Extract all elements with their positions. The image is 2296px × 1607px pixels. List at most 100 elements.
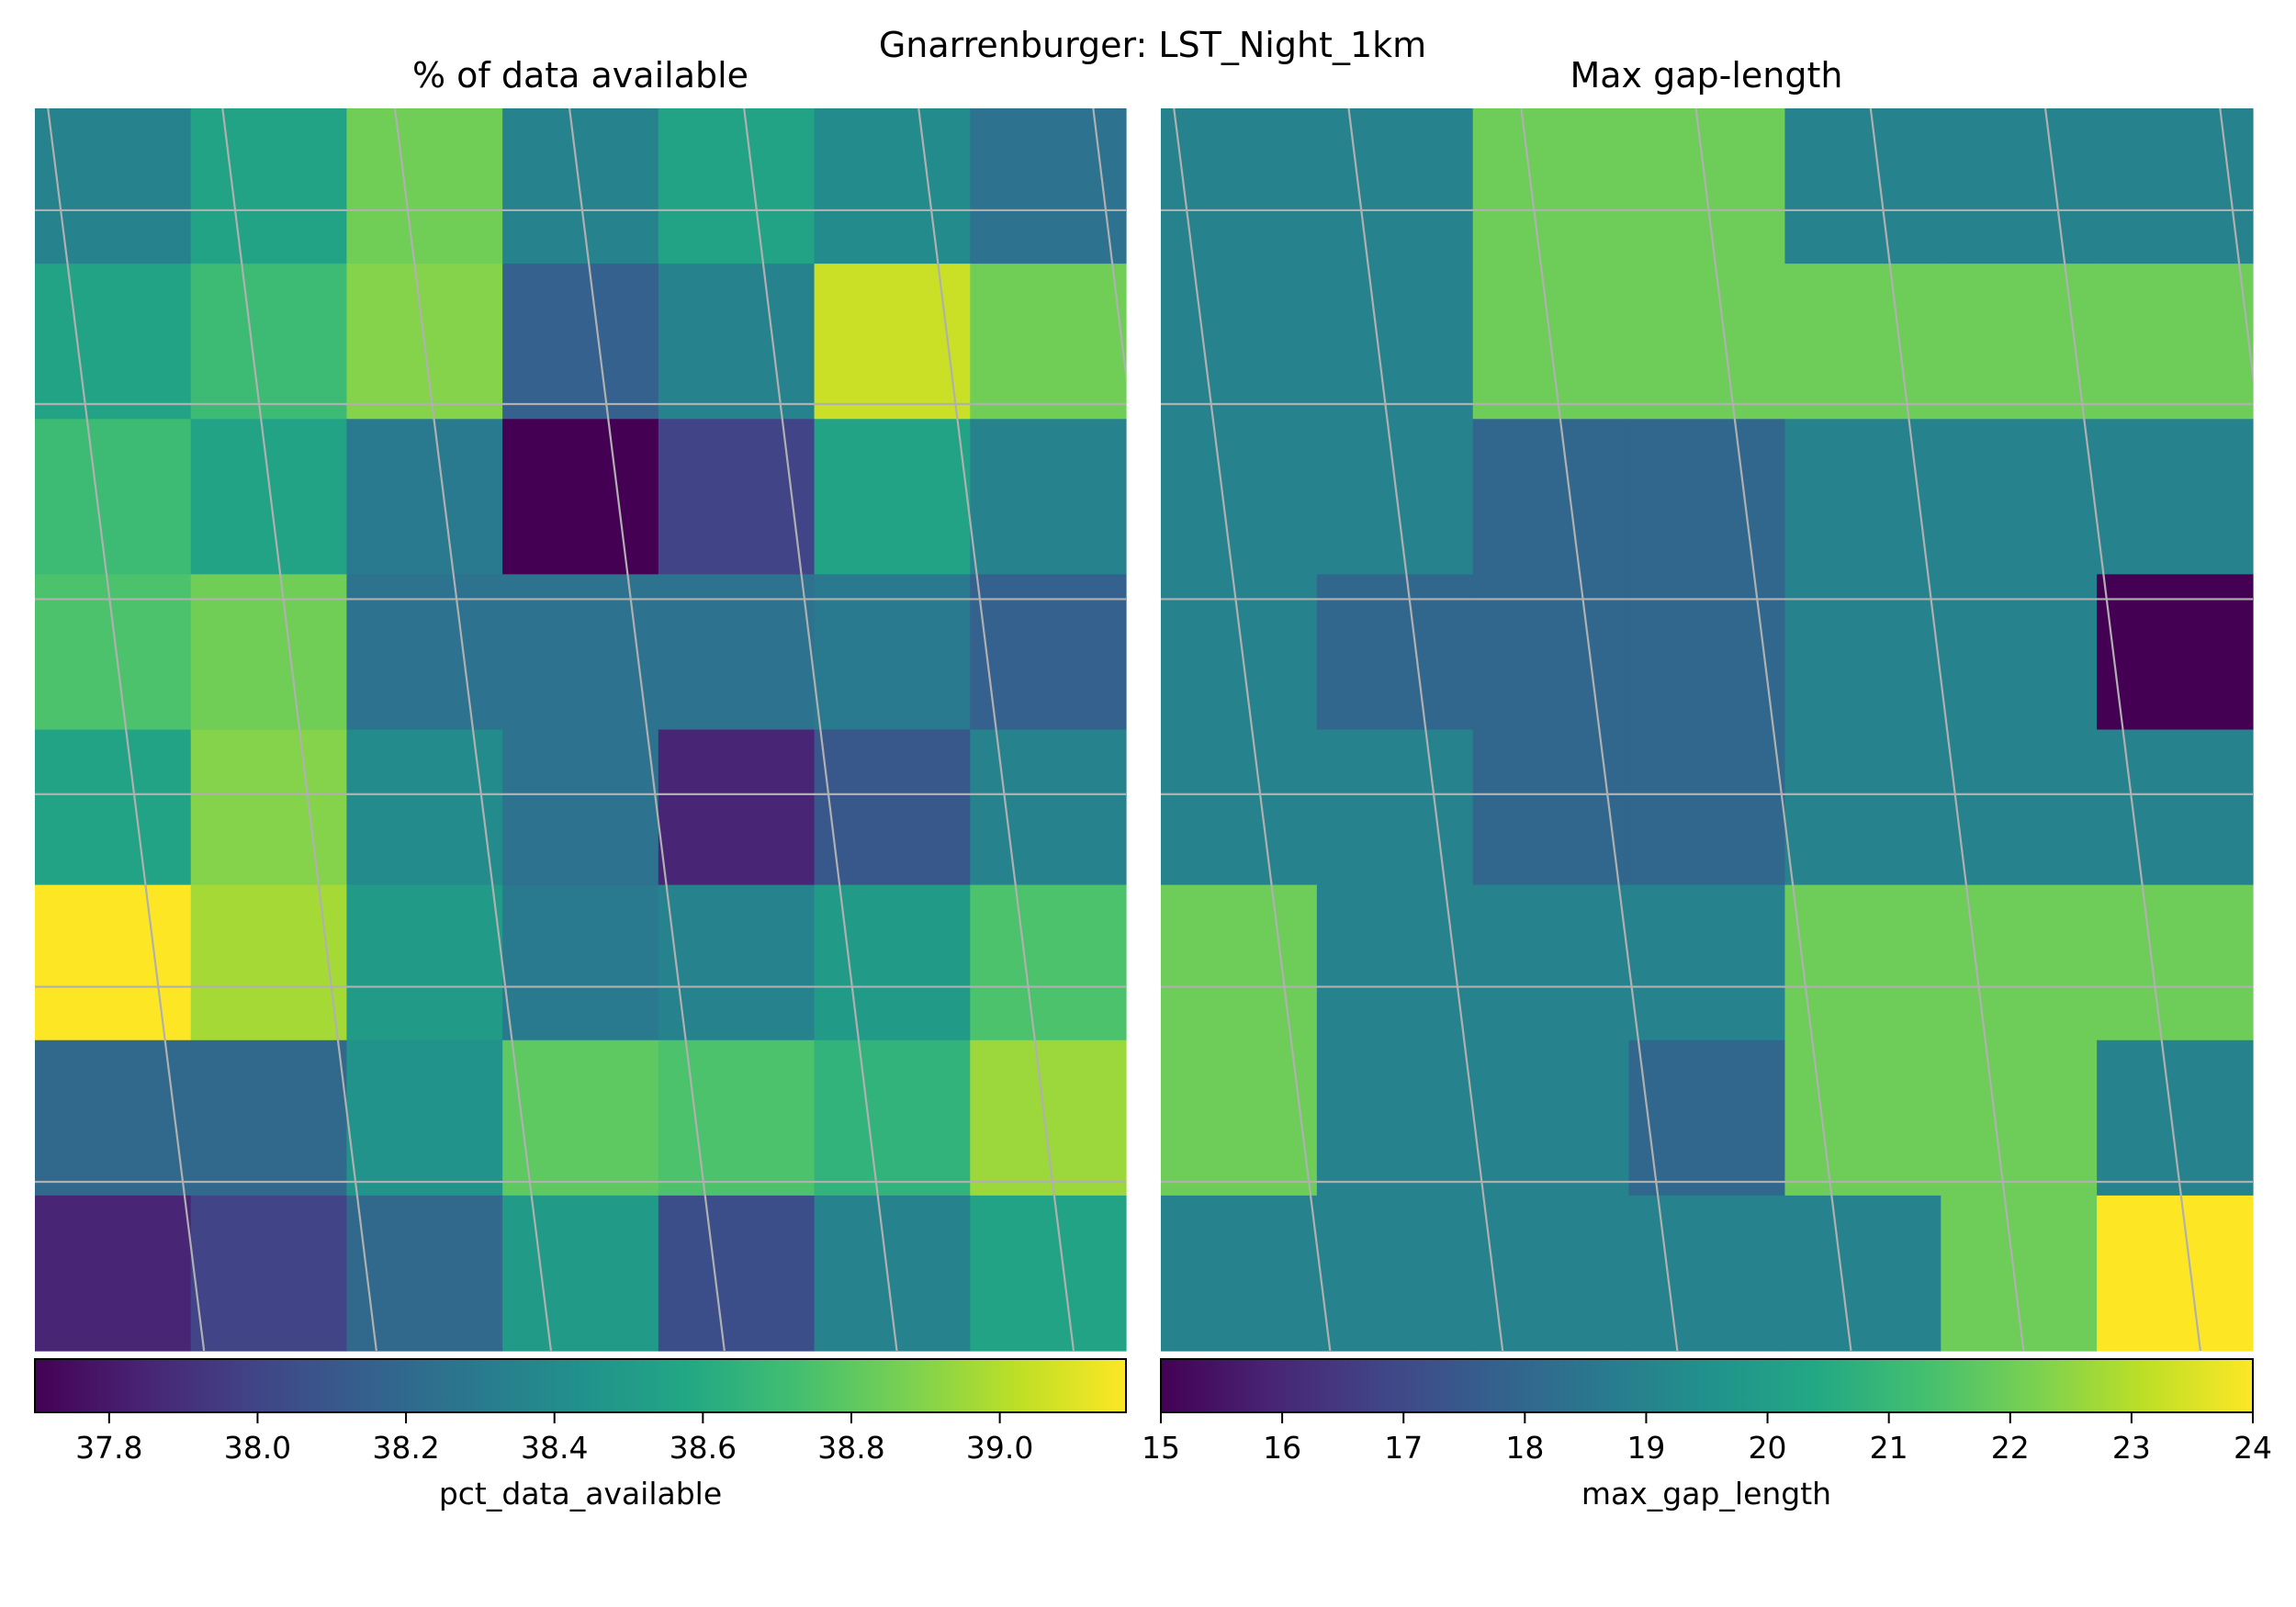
colorbar-tick-label: 15 <box>1142 1430 1180 1466</box>
heatmap-cell <box>1161 574 1318 731</box>
heatmap-cell <box>1161 1195 1318 1352</box>
heatmap-cell <box>1628 108 1786 264</box>
heatmap-cell <box>502 884 659 1041</box>
heatmap-cell <box>1941 264 2098 420</box>
meridian-gridline <box>1694 108 1852 1351</box>
heatmap-cell <box>35 419 192 575</box>
heatmap-cell <box>35 574 192 731</box>
colorbar-tick-label: 19 <box>1626 1430 1665 1466</box>
heatmap-cell <box>658 884 816 1041</box>
heatmap-cell <box>1316 884 1474 1041</box>
heatmap-cell <box>2097 264 2254 420</box>
heatmap-cell <box>970 574 1127 731</box>
heatmap-cell <box>190 884 348 1041</box>
meridian-gridline <box>743 108 898 1351</box>
heatmap-cell <box>1316 1039 1474 1197</box>
colorbar-tick-label: 38.0 <box>224 1430 291 1466</box>
heatmap-cell <box>190 264 348 420</box>
meridian-gridline <box>917 108 1075 1351</box>
heatmap-cell <box>1784 108 1941 264</box>
heatmap-cell <box>502 108 659 264</box>
heatmap-cell <box>2097 729 2254 886</box>
meridian-gridline <box>393 108 553 1351</box>
figure-suptitle: Gnarrenburger: LST_Night_1km <box>879 25 1426 65</box>
heatmap-cell <box>658 264 816 420</box>
heatmap-cell <box>1784 884 1941 1041</box>
heatmap-cell <box>1784 1195 1941 1352</box>
heatmap-cell <box>1316 108 1474 264</box>
heatmap-cell <box>1941 1195 2098 1352</box>
heatmap-cell <box>970 108 1127 264</box>
colorbar-tick-label: 38.4 <box>521 1430 588 1466</box>
heatmap-cell <box>970 884 1127 1041</box>
panel-1-title: % of data available <box>412 55 748 96</box>
colorbar-tick-label: 38.8 <box>817 1430 884 1466</box>
heatmap-cell <box>502 419 659 575</box>
panel-1-heatmap <box>35 108 1127 1352</box>
heatmap-cell <box>1784 574 1941 731</box>
heatmap-cell <box>1628 419 1786 575</box>
heatmap-cell <box>1628 1039 1786 1197</box>
heatmap-cell <box>35 264 192 420</box>
heatmap-cell <box>814 108 971 264</box>
heatmap-cell <box>35 1195 192 1352</box>
heatmap-cell <box>1628 729 1786 886</box>
heatmap-cell <box>346 729 503 886</box>
heatmap-cell <box>814 884 971 1041</box>
heatmap-cell <box>1628 264 1786 420</box>
heatmap-cell <box>1628 884 1786 1041</box>
heatmap-cell <box>1472 1195 1630 1352</box>
meridian-gridline <box>1520 108 1679 1351</box>
heatmap-cell <box>190 1195 348 1352</box>
meridian-gridline <box>2043 108 2202 1351</box>
heatmap-cell <box>1941 574 2098 731</box>
heatmap-cell <box>658 729 816 886</box>
heatmap-cell <box>35 729 192 886</box>
heatmap-cell <box>346 1195 503 1352</box>
panel-1-colorbar-label: pct_data_available <box>439 1476 722 1511</box>
heatmap-cell <box>190 729 348 886</box>
heatmap-cell <box>35 108 192 264</box>
heatmap-cell <box>35 884 192 1041</box>
colorbar-gradient <box>1160 1358 2254 1413</box>
heatmap-cell <box>970 1195 1127 1352</box>
colorbar-tick-label: 21 <box>1870 1430 1908 1466</box>
heatmap-cell <box>1784 419 1941 575</box>
heatmap-cell <box>1161 1039 1318 1197</box>
heatmap-cell <box>190 574 348 731</box>
meridian-gridline <box>1173 108 1332 1351</box>
colorbar-tick-label: 37.8 <box>75 1430 142 1466</box>
panel-1-gridlines <box>35 108 1126 1351</box>
heatmap-cell <box>502 1195 659 1352</box>
colorbar-tick-label: 23 <box>2112 1430 2151 1466</box>
heatmap-cell <box>1161 729 1318 886</box>
heatmap-cell <box>1161 884 1318 1041</box>
heatmap-cell <box>658 1039 816 1197</box>
heatmap-cell <box>658 1195 816 1352</box>
meridian-gridline <box>1869 108 2025 1351</box>
heatmap-cell <box>658 419 816 575</box>
meridian-gridline <box>1347 108 1504 1351</box>
colorbar-tick-label: 38.6 <box>670 1430 737 1466</box>
heatmap-cell <box>1161 419 1318 575</box>
heatmap-cell <box>1472 1039 1630 1197</box>
heatmap-cell <box>1472 729 1630 886</box>
panel-2-gridlines <box>1161 108 2253 1351</box>
heatmap-cell <box>1941 108 2098 264</box>
heatmap-cell <box>346 419 503 575</box>
meridian-gridline <box>568 108 726 1351</box>
heatmap-cell <box>502 574 659 731</box>
colorbar-tick-label: 17 <box>1384 1430 1423 1466</box>
heatmap-cell <box>970 419 1127 575</box>
panel-1-colorbar: 37.8 38.0 38.2 38.4 38.6 38.8 39.0 <box>34 1358 1127 1466</box>
heatmap-cell <box>1161 108 1318 264</box>
heatmap-cell <box>190 419 348 575</box>
meridian-gridline <box>2219 108 2253 383</box>
heatmap-cell <box>1316 1195 1474 1352</box>
panel-2-title: Max gap-length <box>1570 55 1842 96</box>
heatmap-cell <box>346 884 503 1041</box>
heatmap-cell <box>1941 419 2098 575</box>
heatmap-cell <box>1784 1039 1941 1197</box>
heatmap-cell <box>2097 574 2254 731</box>
